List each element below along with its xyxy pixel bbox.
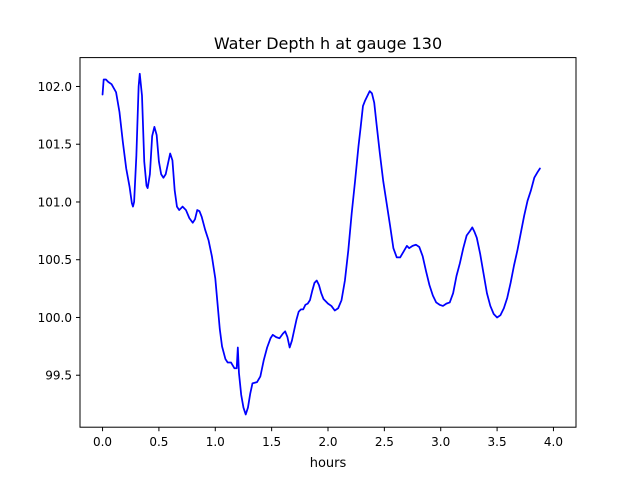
y-tick-label: 101.5 <box>38 138 72 152</box>
x-tick-label: 1.5 <box>262 435 281 449</box>
x-tick-label: 2.5 <box>375 435 394 449</box>
y-tick-label: 102.0 <box>38 80 72 94</box>
x-tick-label: 3.0 <box>431 435 450 449</box>
x-tick-label: 0.5 <box>149 435 168 449</box>
y-tick-label: 101.0 <box>38 195 72 209</box>
x-tick-label: 2.0 <box>318 435 337 449</box>
series-layer <box>101 72 541 416</box>
x-axis-label: hours <box>310 456 347 471</box>
x-axis-ticks: 0.0 0.5 1.0 1.5 2.0 2.5 3.0 3.5 4.0 <box>93 427 563 449</box>
x-tick-label: 1.0 <box>206 435 225 449</box>
y-tick-label: 100.5 <box>38 253 72 267</box>
y-axis-ticks: 99.5 100.0 100.5 101.0 101.5 102.0 <box>38 80 80 383</box>
x-tick-label: 3.5 <box>488 435 507 449</box>
x-tick-label: 4.0 <box>544 435 563 449</box>
plot-frame <box>79 57 577 428</box>
y-tick-label: 100.0 <box>38 311 72 325</box>
series-line <box>101 72 541 416</box>
y-tick-label: 99.5 <box>45 369 72 383</box>
x-tick-label: 0.0 <box>93 435 112 449</box>
chart-title: Water Depth h at gauge 130 <box>214 34 442 53</box>
